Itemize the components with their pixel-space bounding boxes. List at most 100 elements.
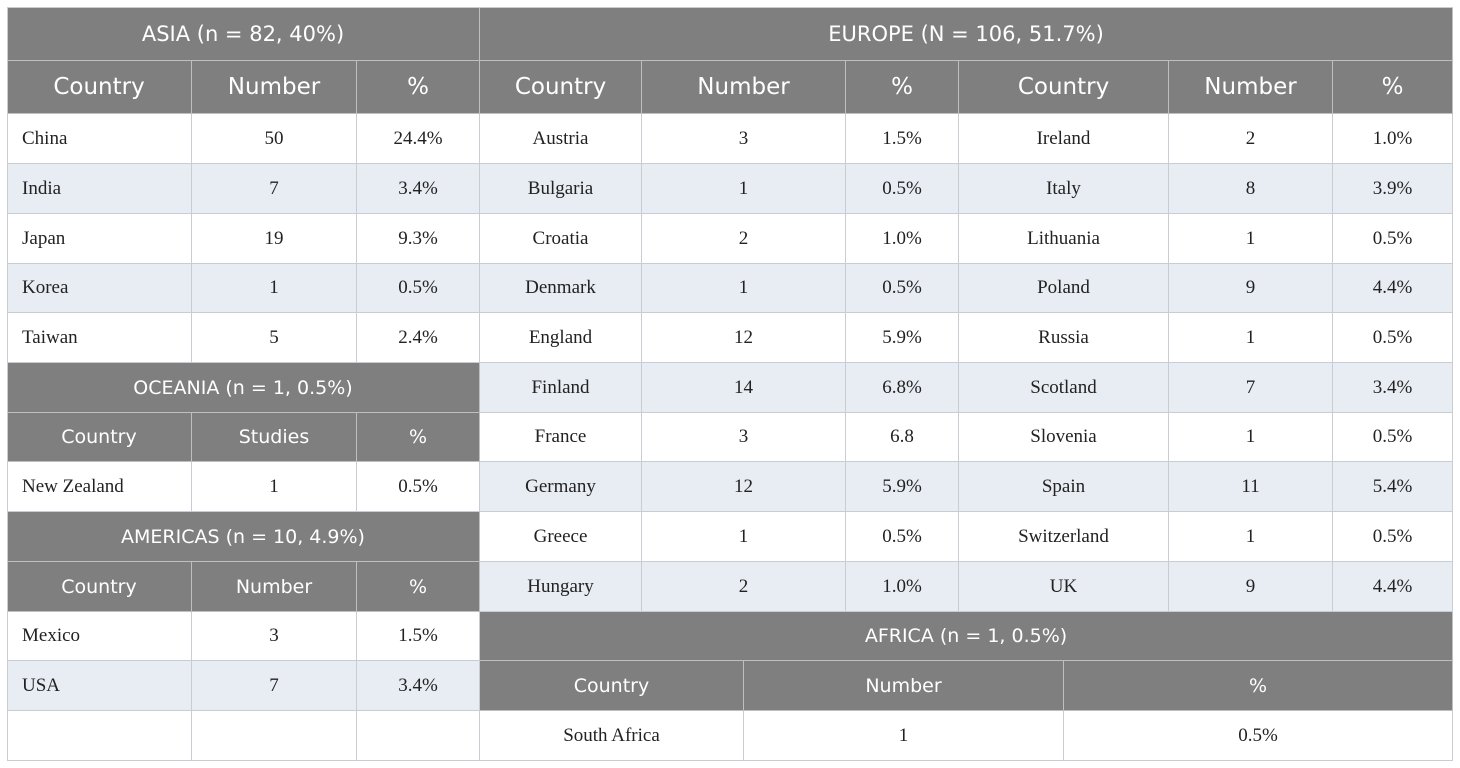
europe-column-header: % xyxy=(846,61,959,114)
asia-number-cell: 1 xyxy=(192,264,357,313)
europe-country-cell: Russia xyxy=(959,313,1169,363)
americas-percent-cell: 1.5% xyxy=(357,612,480,661)
europe-column-header: Number xyxy=(1169,61,1333,114)
europe-number-cell: 3 xyxy=(642,114,846,164)
americas-column-header: Number xyxy=(192,562,357,612)
europe-number-cell: 9 xyxy=(1169,264,1333,313)
europe-country-cell: Austria xyxy=(480,114,642,164)
europe-percent-cell: 1.0% xyxy=(1333,114,1453,164)
country-distribution-table: ASIA (n = 82, 40%) Country Number% China 50 2… xyxy=(7,7,1453,761)
asia-percent-cell: 9.3% xyxy=(357,214,480,264)
oceania-studies-cell: 1 xyxy=(192,462,357,512)
asia-country-cell: Taiwan xyxy=(7,313,192,363)
europe-country-cell: Switzerland xyxy=(959,512,1169,562)
americas-column-header: Country xyxy=(7,562,192,612)
europe-country-cell: Hungary xyxy=(480,562,642,612)
asia-section-title: ASIA (n = 82, 40%) xyxy=(7,7,480,61)
europe-percent-cell: 0.5% xyxy=(846,512,959,562)
oceania-column-header: Studies xyxy=(192,413,357,462)
asia-number-cell: 50 xyxy=(192,114,357,164)
asia-country-cell: China xyxy=(7,114,192,164)
europe-country-cell: Lithuania xyxy=(959,214,1169,264)
europe-number-cell: 12 xyxy=(642,313,846,363)
europe-percent-cell: 4.4% xyxy=(1333,562,1453,612)
europe-section-title: EUROPE (N = 106, 51.7%) xyxy=(480,7,1453,61)
europe-number-cell: 3 xyxy=(642,413,846,462)
europe-percent-cell: 0.5% xyxy=(846,264,959,313)
europe-number-cell: 1 xyxy=(1169,313,1333,363)
europe-percent-cell: 5.9% xyxy=(846,313,959,363)
asia-number-cell: 5 xyxy=(192,313,357,363)
europe-column-header: Country xyxy=(959,61,1169,114)
europe-number-cell: 1 xyxy=(1169,413,1333,462)
europe-percent-cell: 1.5% xyxy=(846,114,959,164)
asia-column-header: Country xyxy=(7,61,192,114)
americas-number-cell: 7 xyxy=(192,661,357,711)
europe-percent-cell: 0.5% xyxy=(1333,313,1453,363)
africa-percent-cell: 0.5% xyxy=(1064,711,1453,761)
asia-country-cell: Korea xyxy=(7,264,192,313)
africa-country-cell: South Africa xyxy=(480,711,744,761)
europe-column-header: Country xyxy=(480,61,642,114)
africa-number-cell: 1 xyxy=(744,711,1064,761)
europe-number-cell: 2 xyxy=(1169,114,1333,164)
asia-country-cell: Japan xyxy=(7,214,192,264)
asia-column-header: Number xyxy=(192,61,357,114)
europe-percent-cell: 1.0% xyxy=(846,562,959,612)
americas-section-title: AMERICAS (n = 10, 4.9%) xyxy=(7,512,480,562)
europe-percent-cell: 0.5% xyxy=(1333,413,1453,462)
europe-country-cell: Bulgaria xyxy=(480,164,642,214)
europe-country-cell: Slovenia xyxy=(959,413,1169,462)
europe-percent-cell: 6.8 xyxy=(846,413,959,462)
europe-percent-cell: 0.5% xyxy=(1333,512,1453,562)
europe-percent-cell: 0.5% xyxy=(1333,214,1453,264)
europe-country-cell: Greece xyxy=(480,512,642,562)
oceania-column-header: Country xyxy=(7,413,192,462)
asia-percent-cell: 24.4% xyxy=(357,114,480,164)
europe-number-cell: 8 xyxy=(1169,164,1333,214)
oceania-country-cell: New Zealand xyxy=(7,462,192,512)
asia-percent-cell: 3.4% xyxy=(357,164,480,214)
europe-number-cell: 14 xyxy=(642,363,846,413)
europe-number-cell: 1 xyxy=(1169,214,1333,264)
europe-percent-cell: 5.9% xyxy=(846,462,959,512)
europe-number-cell: 11 xyxy=(1169,462,1333,512)
asia-percent-cell: 0.5% xyxy=(357,264,480,313)
asia-percent-cell: 2.4% xyxy=(357,313,480,363)
europe-country-cell: Finland xyxy=(480,363,642,413)
americas-country-cell: Mexico xyxy=(7,612,192,661)
europe-country-cell: Germany xyxy=(480,462,642,512)
europe-number-cell: 2 xyxy=(642,562,846,612)
europe-country-cell: Italy xyxy=(959,164,1169,214)
africa-column-header: % xyxy=(1064,661,1453,711)
europe-country-cell: Poland xyxy=(959,264,1169,313)
oceania-column-header: % xyxy=(357,413,480,462)
europe-percent-cell: 4.4% xyxy=(1333,264,1453,313)
asia-country-cell: India xyxy=(7,164,192,214)
europe-column-header: Number xyxy=(642,61,846,114)
europe-number-cell: 12 xyxy=(642,462,846,512)
europe-country-cell: Denmark xyxy=(480,264,642,313)
americas-percent-cell xyxy=(357,711,480,761)
europe-country-cell: France xyxy=(480,413,642,462)
europe-country-cell: Spain xyxy=(959,462,1169,512)
europe-number-cell: 1 xyxy=(1169,512,1333,562)
europe-percent-cell: 5.4% xyxy=(1333,462,1453,512)
europe-country-cell: Croatia xyxy=(480,214,642,264)
europe-percent-cell: 0.5% xyxy=(846,164,959,214)
europe-country-cell: Scotland xyxy=(959,363,1169,413)
americas-percent-cell: 3.4% xyxy=(357,661,480,711)
europe-number-cell: 2 xyxy=(642,214,846,264)
americas-country-cell: USA xyxy=(7,661,192,711)
americas-number-cell: 3 xyxy=(192,612,357,661)
oceania-percent-cell: 0.5% xyxy=(357,462,480,512)
europe-percent-cell: 3.9% xyxy=(1333,164,1453,214)
americas-country-cell xyxy=(7,711,192,761)
europe-number-cell: 7 xyxy=(1169,363,1333,413)
europe-number-cell: 1 xyxy=(642,264,846,313)
africa-column-header: Number xyxy=(744,661,1064,711)
europe-percent-cell: 3.4% xyxy=(1333,363,1453,413)
europe-column-header: % xyxy=(1333,61,1453,114)
europe-number-cell: 1 xyxy=(642,512,846,562)
europe-number-cell: 9 xyxy=(1169,562,1333,612)
